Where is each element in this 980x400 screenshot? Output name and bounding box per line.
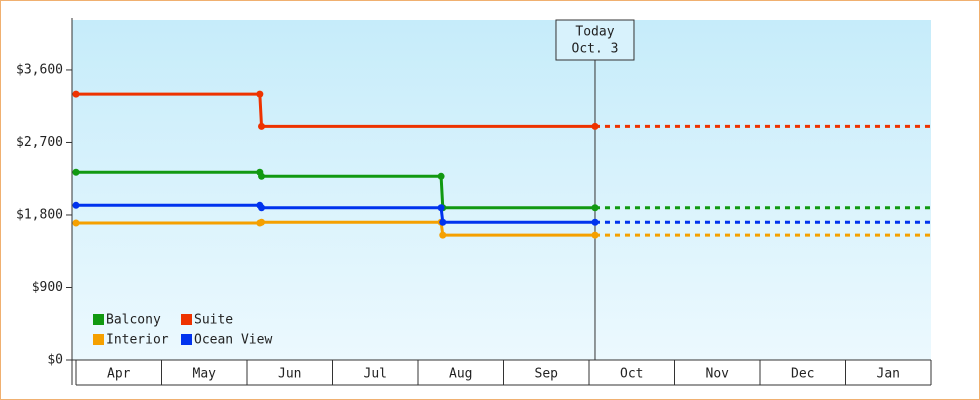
x-tick-label: Sep bbox=[535, 367, 559, 382]
point bbox=[72, 168, 80, 176]
legend-label: Suite bbox=[194, 313, 233, 328]
y-tick-label: $2,700 bbox=[16, 135, 63, 150]
y-tick-label: $0 bbox=[47, 353, 63, 368]
series-line bbox=[76, 203, 595, 224]
x-tick-label: Apr bbox=[107, 367, 131, 382]
point bbox=[591, 218, 599, 226]
y-tick-label: $1,800 bbox=[16, 207, 63, 222]
x-tick-label: Nov bbox=[706, 367, 730, 382]
series-line bbox=[76, 170, 595, 210]
point bbox=[258, 204, 266, 212]
point bbox=[437, 172, 445, 180]
point bbox=[72, 219, 80, 227]
legend-swatch bbox=[93, 334, 104, 345]
x-tick-label: Dec bbox=[791, 367, 814, 382]
point bbox=[258, 172, 266, 180]
point bbox=[591, 122, 599, 130]
point bbox=[258, 218, 266, 226]
y-tick-label: $900 bbox=[32, 280, 63, 295]
series-line bbox=[76, 220, 595, 237]
x-tick-label: May bbox=[193, 367, 217, 382]
x-tick-label: Jul bbox=[364, 367, 387, 382]
x-tick-label: Jun bbox=[278, 367, 301, 382]
today-label: Oct. 3 bbox=[572, 42, 619, 57]
series-line bbox=[76, 92, 595, 128]
x-tick-label: Aug bbox=[449, 367, 472, 382]
point bbox=[439, 218, 447, 226]
point bbox=[591, 204, 599, 212]
point bbox=[72, 90, 80, 98]
point bbox=[258, 122, 266, 130]
point bbox=[591, 231, 599, 239]
today-box bbox=[555, 19, 635, 61]
point bbox=[439, 231, 447, 239]
x-tick-label: Jan bbox=[877, 367, 900, 382]
point bbox=[256, 90, 264, 98]
y-tick-label: $3,600 bbox=[16, 62, 63, 77]
point bbox=[437, 204, 445, 212]
legend-swatch bbox=[181, 314, 192, 325]
legend-label: Interior bbox=[106, 333, 169, 348]
point bbox=[72, 201, 80, 209]
legend-swatch bbox=[181, 334, 192, 345]
legend-label: Balcony bbox=[106, 313, 161, 328]
legend-swatch bbox=[93, 314, 104, 325]
legend-label: Ocean View bbox=[194, 333, 272, 348]
today-label: Today bbox=[575, 25, 614, 40]
plot-area bbox=[72, 20, 931, 360]
x-tick-label: Oct bbox=[620, 367, 643, 382]
